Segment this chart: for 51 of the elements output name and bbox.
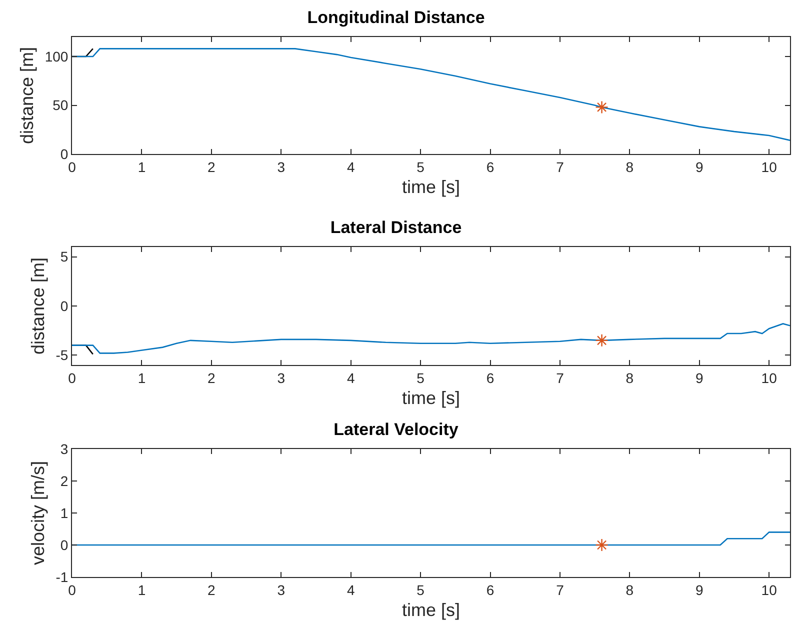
x-tick-label: 10 xyxy=(761,582,778,598)
x-tick-label: 7 xyxy=(556,370,564,386)
chart-title: Longitudinal Distance xyxy=(307,8,485,27)
y-axis-title: distance [m] xyxy=(28,257,48,355)
x-axis-title: time [s] xyxy=(402,176,460,197)
line-series xyxy=(72,323,790,354)
x-tick-label: 5 xyxy=(416,158,425,175)
y-tick-label: 2 xyxy=(60,472,68,489)
x-tick-label: 3 xyxy=(277,158,286,175)
x-tick-label: 9 xyxy=(695,158,704,175)
chart-title: Lateral Velocity xyxy=(334,420,459,439)
x-tick-label: 2 xyxy=(208,370,216,386)
x-tick-label: 6 xyxy=(486,370,494,386)
x-tick-label: 4 xyxy=(346,370,355,386)
x-tick-label: 5 xyxy=(416,370,425,386)
x-axis-title: time [s] xyxy=(402,600,460,620)
x-tick-label: 8 xyxy=(626,582,634,598)
y-tick-label: 1 xyxy=(60,504,68,521)
x-tick-label: 1 xyxy=(138,582,146,598)
x-tick-label: 6 xyxy=(486,158,494,175)
x-tick-label: 8 xyxy=(626,370,634,386)
x-tick-label: 1 xyxy=(138,370,146,386)
y-tick-label: 0 xyxy=(60,146,68,162)
x-tick-label: 7 xyxy=(556,158,564,175)
y-tick-label: -5 xyxy=(56,347,68,364)
x-tick-label: 10 xyxy=(761,370,778,386)
y-tick-label: 5 xyxy=(60,248,68,265)
x-axis-title: time [s] xyxy=(402,388,460,408)
x-tick-label: 2 xyxy=(208,582,216,598)
x-tick-label: 9 xyxy=(695,582,704,598)
x-tick-label: 7 xyxy=(556,582,564,598)
x-tick-label: 4 xyxy=(346,158,355,175)
y-tick-label: 0 xyxy=(60,536,68,553)
y-tick-label: -1 xyxy=(56,568,68,585)
y-tick-label: 100 xyxy=(44,48,68,64)
x-tick-label: 3 xyxy=(277,582,286,598)
x-tick-label: 5 xyxy=(416,582,425,598)
x-tick-label: 10 xyxy=(761,158,778,175)
chart-title: Lateral Distance xyxy=(330,218,462,237)
y-axis-title: distance [m] xyxy=(17,46,38,144)
y-tick-label: 50 xyxy=(52,97,68,114)
x-tick-label: 4 xyxy=(346,582,355,598)
x-tick-label: 8 xyxy=(626,158,634,175)
x-tick-label: 1 xyxy=(138,158,146,175)
y-axis-title: velocity [m/s] xyxy=(28,460,48,566)
x-tick-label: 9 xyxy=(695,370,704,386)
y-tick-label: 3 xyxy=(60,440,68,457)
x-tick-label: 6 xyxy=(486,582,494,598)
y-tick-label: 0 xyxy=(60,298,68,314)
x-tick-label: 2 xyxy=(208,158,216,175)
x-tick-label: 3 xyxy=(277,370,286,386)
